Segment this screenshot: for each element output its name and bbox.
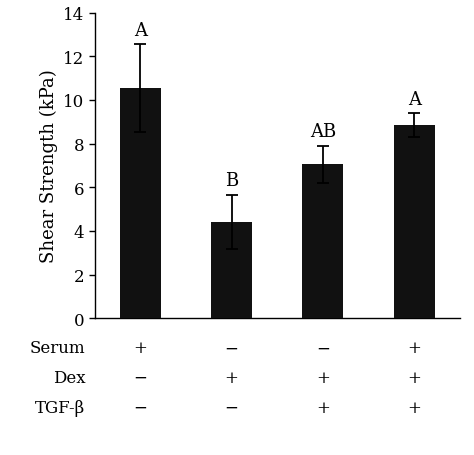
Text: A: A: [408, 91, 420, 108]
Y-axis label: Shear Strength (kPa): Shear Strength (kPa): [39, 70, 57, 263]
Text: +: +: [407, 369, 421, 386]
Text: +: +: [134, 339, 147, 357]
Text: −: −: [225, 339, 238, 357]
Text: +: +: [316, 399, 330, 416]
Text: −: −: [134, 369, 147, 386]
Text: TGF-β: TGF-β: [35, 399, 85, 416]
Text: +: +: [316, 369, 330, 386]
Bar: [211, 222, 252, 318]
Bar: [120, 89, 161, 318]
Text: Dex: Dex: [53, 369, 85, 386]
Text: +: +: [407, 399, 421, 416]
Text: B: B: [225, 172, 238, 190]
Text: −: −: [316, 339, 330, 357]
Text: A: A: [134, 22, 147, 40]
Text: −: −: [225, 399, 238, 416]
Text: Serum: Serum: [30, 339, 85, 357]
Text: +: +: [225, 369, 238, 386]
Text: −: −: [134, 399, 147, 416]
Bar: [302, 165, 344, 318]
Text: AB: AB: [310, 123, 336, 141]
Text: +: +: [407, 339, 421, 357]
Bar: [393, 126, 435, 318]
